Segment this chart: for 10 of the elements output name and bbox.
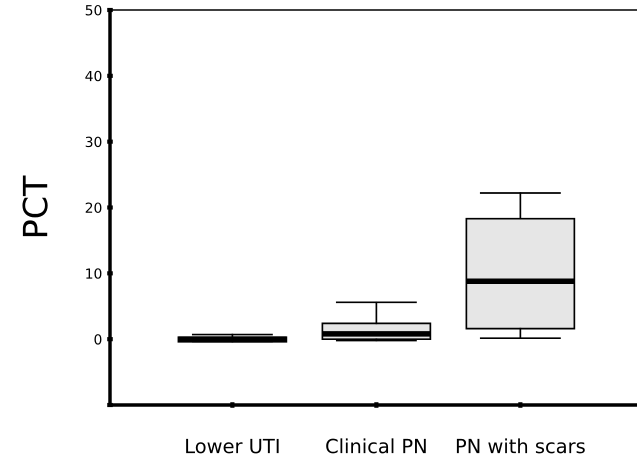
y-tick-label: 0: [94, 334, 102, 345]
y-axis-title: PCT: [22, 176, 48, 236]
y-tick-label: 10: [86, 268, 102, 279]
x-tick-label: Clinical PN: [326, 438, 426, 454]
y-tick-label: 40: [85, 70, 102, 82]
y-tick-label: 30: [86, 136, 102, 148]
y-tick-label: 20: [86, 202, 102, 213]
x-tick-label: PN with scars: [456, 438, 585, 454]
x-tick-label: Lower UTI: [186, 438, 279, 454]
y-tick-label: 50: [86, 4, 102, 16]
